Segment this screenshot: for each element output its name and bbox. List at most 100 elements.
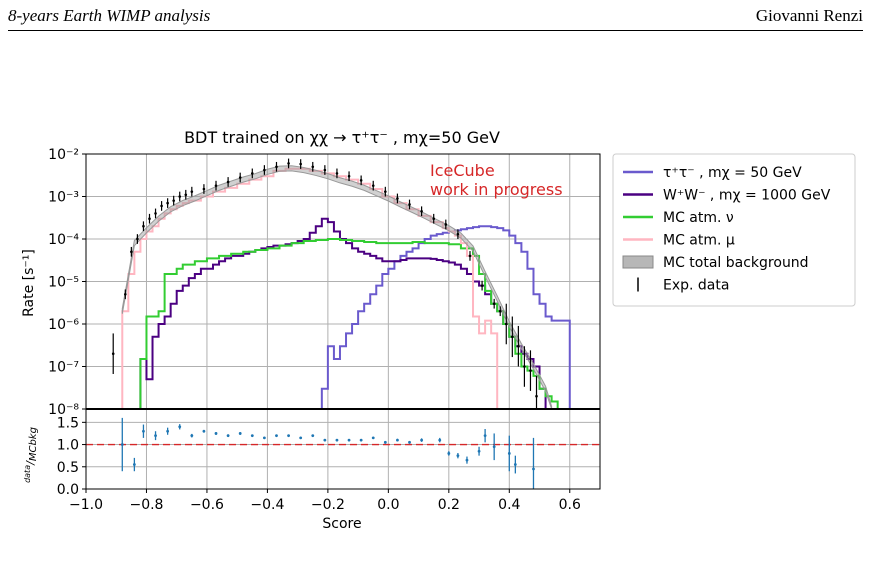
data-point xyxy=(111,352,115,356)
y-tick-label: 10⁻² xyxy=(48,147,79,163)
data-point xyxy=(347,174,351,178)
data-point xyxy=(384,190,387,193)
ratio-point xyxy=(190,434,194,438)
data-point xyxy=(154,212,157,215)
ratio-point xyxy=(287,434,290,438)
svg-text:data/MCbkg: data/MCbkg xyxy=(23,427,39,483)
data-point xyxy=(432,217,436,221)
data-point xyxy=(124,292,127,296)
data-point xyxy=(335,172,339,175)
data-point xyxy=(444,223,448,226)
series-line-0 xyxy=(320,225,576,410)
ratio-point xyxy=(532,467,535,471)
data-point xyxy=(408,203,411,206)
ratio-y-tick-label: 0.0 xyxy=(57,482,79,498)
x-tick-label: −0.4 xyxy=(250,497,284,513)
ratio-point xyxy=(408,440,411,444)
legend-box xyxy=(612,153,856,307)
data-point xyxy=(214,184,218,187)
ratio-point xyxy=(262,436,266,440)
ratio-point xyxy=(465,458,469,462)
legend-label: τ⁺τ⁻ , mχ = 50 GeV xyxy=(663,165,802,181)
data-point xyxy=(202,187,206,191)
x-axis-label: Score xyxy=(322,516,361,532)
running-header-title: 8-years Earth WIMP analysis xyxy=(8,6,211,25)
ratio-panel: 0.0 0.5 1.0 1.5 −1.0 −0.8 −0.6 −0.4 −0.2 0.0 0.2 0.… xyxy=(57,408,601,513)
ratio-point xyxy=(214,432,218,435)
ratio-point xyxy=(383,440,387,444)
legend: τ⁺τ⁻ , mχ = 50 GeV W⁺W⁻ , mχ = 1000 GeV MC… xyxy=(612,153,856,307)
legend-label: MC atm. ν xyxy=(663,210,734,226)
annotation-line-1: IceCube xyxy=(430,161,495,180)
ratio-point xyxy=(311,434,315,438)
data-point xyxy=(160,204,163,208)
data-point xyxy=(492,302,496,306)
data-point xyxy=(130,250,133,254)
data-point xyxy=(323,168,327,172)
y-axis-label: Rate [s⁻¹] xyxy=(21,249,37,317)
running-header-author: Giovanni Renzi xyxy=(755,6,863,25)
x-tick-label: 0.6 xyxy=(559,497,581,513)
data-point xyxy=(498,309,502,313)
data-point xyxy=(468,254,472,258)
ratio-axes-frame xyxy=(85,408,601,490)
ratio-point xyxy=(154,434,157,438)
legend-label: W⁺W⁻ , mχ = 1000 GeV xyxy=(663,188,831,204)
data-point xyxy=(190,190,194,193)
ratio-axis-label: data/MCbkg xyxy=(23,427,39,483)
data-point xyxy=(517,344,520,348)
legend-label: Exp. data xyxy=(663,278,729,294)
ratio-point xyxy=(396,438,399,442)
ratio-point xyxy=(120,443,124,446)
x-tick-label: 0.4 xyxy=(498,497,520,513)
header-rule xyxy=(8,30,863,31)
data-point xyxy=(172,199,175,202)
ratio-point xyxy=(250,434,254,438)
ratio-label-numerator: data xyxy=(23,465,32,483)
y-tick-label: 10⁻⁵ xyxy=(48,275,79,291)
series-line-2 xyxy=(134,238,564,410)
x-tick-label: −1.0 xyxy=(69,497,103,513)
data-point xyxy=(511,335,514,339)
ratio-y-tick-label: 0.5 xyxy=(57,460,79,476)
y-tick-label: 10⁻⁴ xyxy=(48,232,79,248)
ratio-point xyxy=(166,429,170,433)
data-point xyxy=(535,394,538,398)
ratio-point xyxy=(202,429,206,433)
legend-swatch-band xyxy=(622,255,654,269)
ratio-point xyxy=(359,438,363,442)
data-point xyxy=(142,224,145,228)
ratio-point xyxy=(456,454,460,458)
ratio-point xyxy=(477,449,481,453)
ratio-point xyxy=(226,434,230,438)
data-point xyxy=(523,365,526,368)
x-tick-label: −0.2 xyxy=(311,497,345,513)
ratio-point xyxy=(513,463,517,466)
ratio-point xyxy=(447,452,451,455)
data-point xyxy=(480,284,484,287)
data-point xyxy=(396,197,399,200)
data-point xyxy=(148,217,151,221)
ratio-point xyxy=(420,438,424,442)
data-point xyxy=(178,195,182,198)
data-point xyxy=(299,162,302,166)
ratio-point xyxy=(438,438,442,442)
legend-label: MC atm. μ xyxy=(663,233,735,249)
x-tick-label: −0.6 xyxy=(190,497,224,513)
y-tick-label: 10⁻⁸ xyxy=(48,402,79,418)
ratio-point xyxy=(492,445,496,449)
data-point xyxy=(287,162,290,165)
data-point xyxy=(456,232,460,236)
ratio-point xyxy=(238,432,242,435)
chart-title: BDT trained on χχ → τ⁺τ⁻ , mχ=50 GeV xyxy=(184,128,500,147)
legend-label: MC total background xyxy=(663,255,809,271)
ratio-point xyxy=(275,434,278,438)
ratio-y-tick-label: 1.5 xyxy=(57,415,79,431)
x-tick-label: −0.8 xyxy=(129,497,163,513)
data-point xyxy=(275,165,278,169)
data-point xyxy=(359,179,363,182)
data-point xyxy=(311,165,315,169)
mc-total-band xyxy=(121,165,553,410)
x-tick-label: 0.0 xyxy=(377,497,399,513)
